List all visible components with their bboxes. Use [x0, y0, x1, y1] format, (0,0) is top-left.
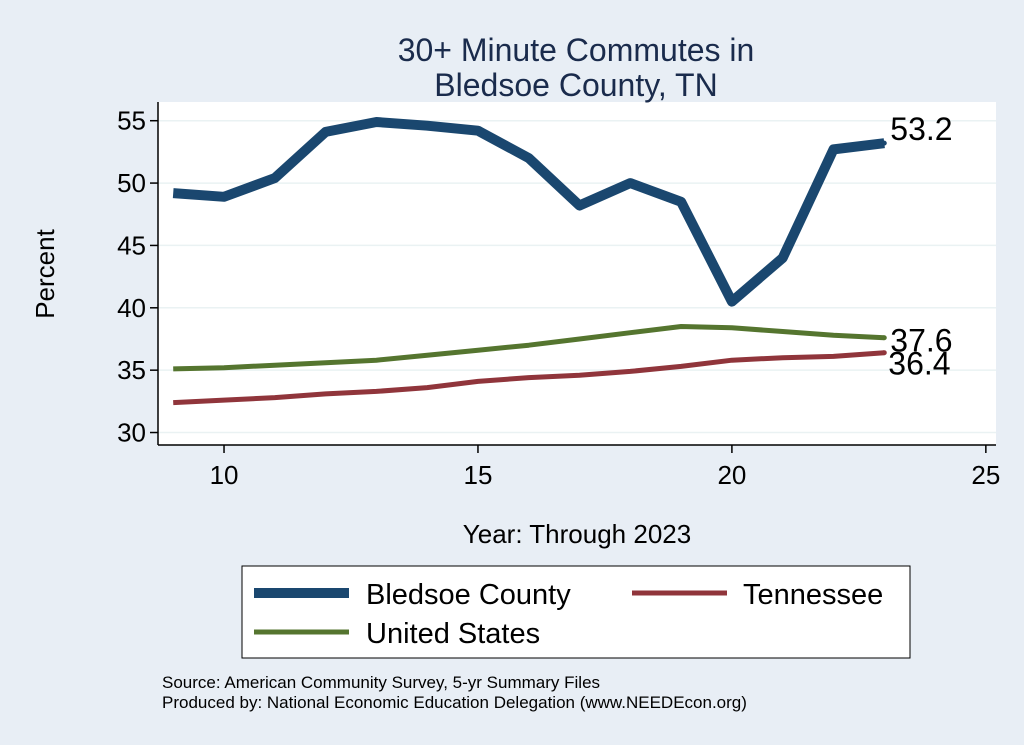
- end-point-bledsoe-county: [881, 140, 887, 146]
- chart-title-line-2: Bledsoe County, TN: [434, 67, 717, 103]
- legend: Bledsoe County Tennessee United States: [241, 565, 911, 659]
- end-label-united-states: 37.6: [890, 323, 952, 359]
- series-line-united-states: [173, 324, 885, 372]
- legend-box: [241, 565, 911, 659]
- series-line-tennessee: [173, 350, 885, 406]
- producer-note: Produced by: National Economic Education…: [162, 693, 747, 712]
- x-tick-label-15: 15: [464, 460, 493, 490]
- y-tick-label-50: 50: [117, 168, 146, 198]
- x-axis-title: Year: Through 2023: [463, 519, 691, 549]
- end-labels: 53.2 36.437.6: [881, 111, 953, 382]
- end-label-tennessee: 36.4: [888, 346, 950, 382]
- y-tick-label-35: 35: [117, 355, 146, 385]
- y-tick-label-45: 45: [117, 230, 146, 260]
- source-note: Source: American Community Survey, 5-yr …: [162, 673, 600, 692]
- legend-label-tennessee: Tennessee: [743, 579, 883, 611]
- series-line-bledsoe-county: [172, 117, 885, 307]
- y-ticks: 30 35 40 45 50 55: [117, 106, 158, 448]
- x-tick-label-25: 25: [971, 460, 1000, 490]
- x-ticks: 10 15 20 25: [210, 445, 1000, 490]
- legend-label-bledsoe-county: Bledsoe County: [366, 579, 571, 611]
- gridlines: [158, 119, 996, 434]
- series: [172, 117, 885, 406]
- chart-title-line-1: 30+ Minute Commutes in: [398, 32, 755, 68]
- y-tick-label-55: 55: [117, 106, 146, 136]
- y-axis-title: Percent: [30, 228, 60, 318]
- y-tick-label-30: 30: [117, 418, 146, 448]
- end-point-tennessee: [881, 350, 887, 356]
- x-tick-label-20: 20: [717, 460, 746, 490]
- plot-area: [158, 102, 996, 445]
- legend-label-united-states: United States: [366, 618, 540, 650]
- end-label-bledsoe-county: 53.2: [890, 111, 952, 147]
- axes: [157, 102, 996, 446]
- y-tick-label-40: 40: [117, 293, 146, 323]
- x-tick-label-10: 10: [210, 460, 239, 490]
- end-point-united-states: [881, 335, 887, 341]
